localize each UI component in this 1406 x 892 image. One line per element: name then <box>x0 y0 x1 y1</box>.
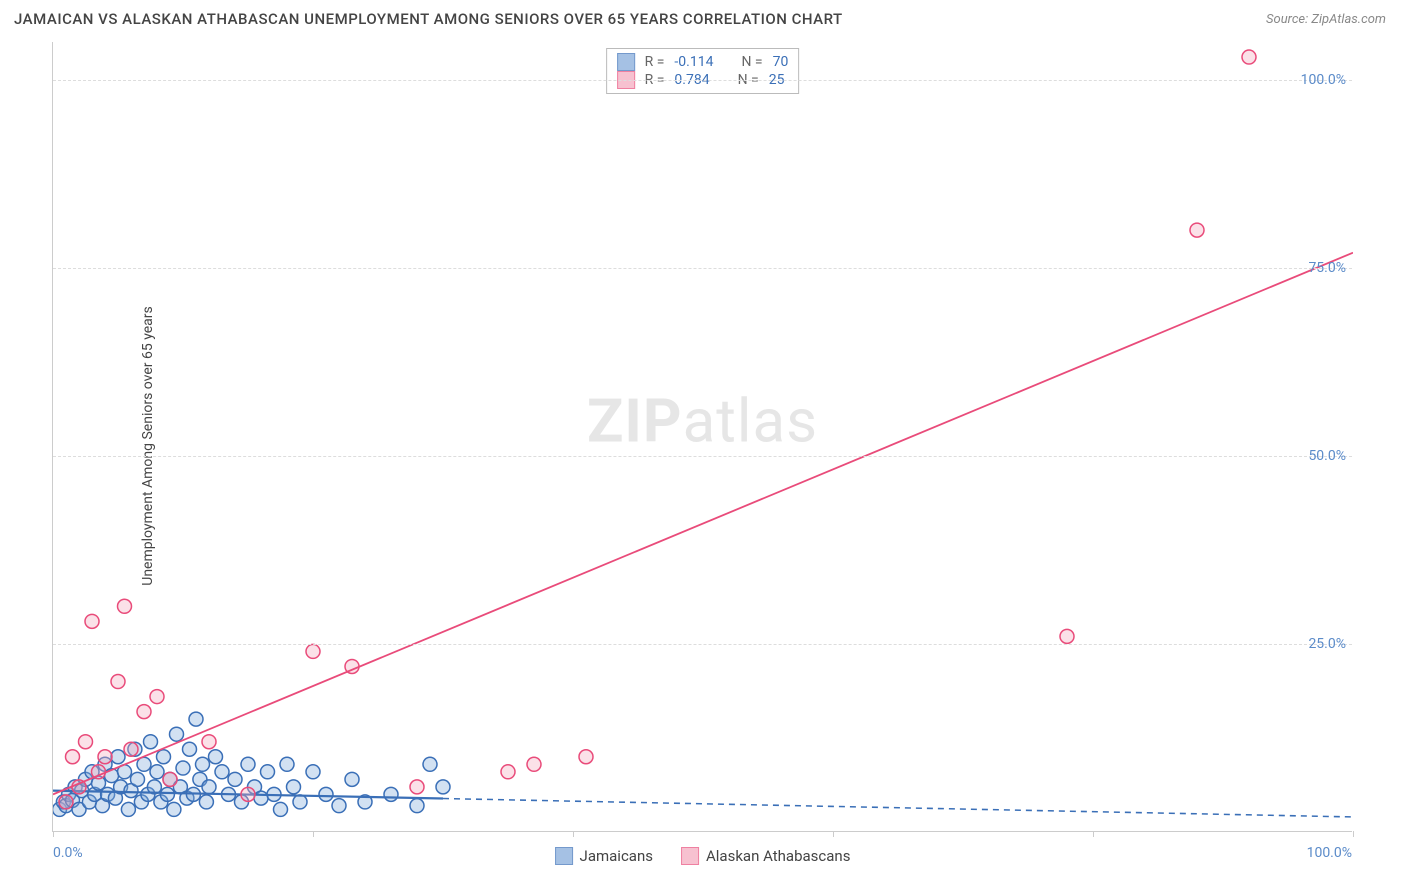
x-tick <box>833 831 834 837</box>
data-point <box>332 799 346 813</box>
x-tick <box>1353 831 1354 837</box>
data-point <box>274 802 288 816</box>
data-point <box>1190 223 1204 237</box>
data-point <box>384 787 398 801</box>
data-point <box>287 780 301 794</box>
data-point <box>157 750 171 764</box>
legend-swatch <box>617 53 635 71</box>
chart-title: JAMAICAN VS ALASKAN ATHABASCAN UNEMPLOYM… <box>14 10 843 28</box>
data-point <box>319 787 333 801</box>
stats-legend: R =-0.114N =70R =0.784N =25 <box>606 48 800 94</box>
series-legend: Jamaicans Alaskan Athabascans <box>555 847 851 865</box>
data-point <box>199 795 213 809</box>
data-point <box>170 727 184 741</box>
data-point <box>579 750 593 764</box>
y-tick-label: 100.0% <box>1301 72 1346 88</box>
grid-line <box>53 80 1352 81</box>
data-point <box>410 799 424 813</box>
data-point <box>241 757 255 771</box>
x-tick <box>53 831 54 837</box>
data-point <box>410 780 424 794</box>
data-point <box>280 757 294 771</box>
legend-label: Alaskan Athabascans <box>706 847 850 865</box>
stats-legend-row: R = -0.114 N = 70 <box>617 53 789 71</box>
chart-plot-area: ZIPatlas R =-0.114N =70R =0.784N =25 Jam… <box>52 42 1352 832</box>
data-point <box>131 772 145 786</box>
data-point <box>124 742 138 756</box>
data-point <box>137 705 151 719</box>
legend-item: Jamaicans <box>555 847 653 865</box>
data-point <box>261 765 275 779</box>
data-point <box>163 772 177 786</box>
data-point <box>228 772 242 786</box>
data-point <box>150 765 164 779</box>
data-point <box>183 742 197 756</box>
data-point <box>215 765 229 779</box>
data-point <box>202 735 216 749</box>
legend-label: Jamaicans <box>580 847 653 865</box>
data-point <box>118 599 132 613</box>
r-value: -0.114 <box>674 54 713 70</box>
data-point <box>111 750 125 764</box>
legend-item: Alaskan Athabascans <box>681 847 850 865</box>
data-point <box>189 712 203 726</box>
n-label: N = <box>741 54 762 70</box>
x-tick <box>1093 831 1094 837</box>
data-point <box>241 787 255 801</box>
data-point <box>176 761 190 775</box>
data-point <box>144 735 158 749</box>
data-point <box>1242 50 1256 64</box>
n-value: 70 <box>773 54 789 70</box>
data-point <box>85 614 99 628</box>
data-point <box>66 750 80 764</box>
data-point <box>527 757 541 771</box>
grid-line <box>53 644 1352 645</box>
data-point <box>306 765 320 779</box>
data-point <box>254 791 268 805</box>
r-label: R = <box>645 54 665 70</box>
y-tick-label: 50.0% <box>1308 448 1346 464</box>
grid-line <box>53 456 1352 457</box>
data-point <box>79 735 93 749</box>
trend-line-extrapolated <box>443 799 1353 817</box>
data-point <box>59 795 73 809</box>
legend-swatch <box>555 847 573 865</box>
data-point <box>196 757 210 771</box>
x-tick-label-left: 0.0% <box>53 845 83 861</box>
data-point <box>167 802 181 816</box>
y-tick-label: 75.0% <box>1308 260 1346 276</box>
data-point <box>436 780 450 794</box>
data-point <box>501 765 515 779</box>
source-label: Source: ZipAtlas.com <box>1266 12 1386 27</box>
trend-line <box>53 253 1353 795</box>
data-point <box>345 772 359 786</box>
data-point <box>293 795 307 809</box>
data-point <box>121 802 135 816</box>
x-tick-label-right: 100.0% <box>1307 845 1352 861</box>
y-tick-label: 25.0% <box>1308 636 1346 652</box>
data-point <box>98 750 112 764</box>
legend-swatch <box>681 847 699 865</box>
grid-line <box>53 268 1352 269</box>
x-tick <box>573 831 574 837</box>
data-point <box>111 675 125 689</box>
scatter-svg <box>53 42 1353 832</box>
x-tick <box>313 831 314 837</box>
data-point <box>1060 629 1074 643</box>
data-point <box>150 690 164 704</box>
data-point <box>423 757 437 771</box>
data-point <box>209 750 223 764</box>
data-point <box>160 787 174 801</box>
data-point <box>202 780 216 794</box>
data-point <box>306 644 320 658</box>
